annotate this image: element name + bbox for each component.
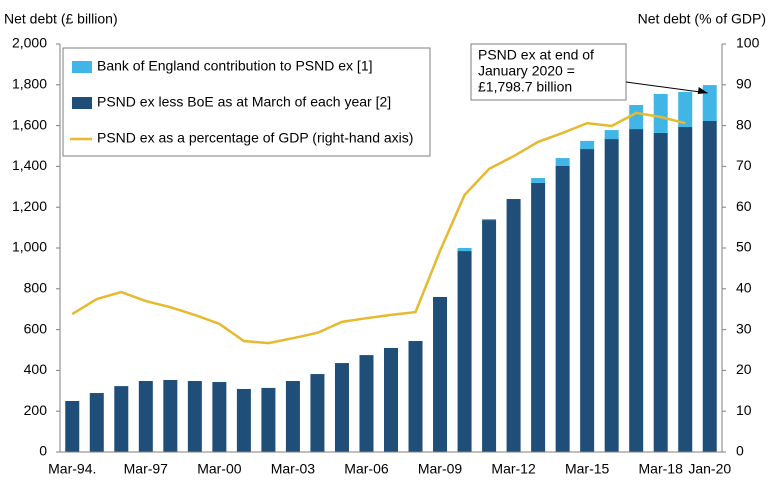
y-axis-title: Net debt (£ billion): [4, 11, 118, 27]
bar: [408, 341, 423, 452]
y2-tick-label: 30: [736, 320, 752, 336]
x-tick-label: Jan-20: [688, 461, 731, 477]
bar: [433, 296, 448, 452]
y2-tick-label: 0: [736, 443, 744, 459]
legend-box: [62, 47, 431, 157]
line: [71, 111, 686, 345]
y-tick-label: 400: [24, 361, 48, 377]
bar: [629, 129, 644, 452]
bar: [531, 182, 546, 452]
bar: [334, 363, 349, 452]
x-tick-label: Mar-12: [491, 461, 536, 477]
bar: [482, 219, 497, 221]
bar: [163, 379, 178, 452]
bar: [89, 393, 104, 452]
bar: [604, 130, 619, 140]
x-tick-label: Mar-06: [344, 461, 389, 477]
bar: [310, 374, 325, 452]
bar: [555, 165, 570, 452]
bar: [531, 178, 546, 183]
bar: [187, 381, 202, 452]
y2-tick-label: 10: [736, 402, 752, 418]
y-tick-label: 1,600: [12, 116, 47, 132]
bar: [114, 386, 129, 452]
bar: [580, 140, 595, 150]
legend-swatch: [72, 61, 92, 73]
bar: [702, 85, 717, 121]
legend-label: PSND ex as a percentage of GDP (right-ha…: [97, 130, 413, 146]
y-tick-label: 1,400: [12, 157, 47, 173]
y2-axis-title: Net debt (% of GDP): [638, 11, 766, 27]
bar: [236, 388, 251, 452]
x-tick-label: Mar-15: [565, 461, 610, 477]
y-tick-label: 2,000: [12, 35, 47, 51]
y-tick-label: 0: [39, 443, 47, 459]
annotation-box: [470, 43, 627, 101]
legend-label: Bank of England contribution to PSND ex …: [97, 58, 373, 74]
x-tick-label: Mar-00: [197, 461, 242, 477]
bar: [506, 199, 521, 452]
bar: [65, 401, 80, 452]
y2-tick-label: 90: [736, 76, 752, 92]
bar: [678, 91, 693, 128]
bar: [457, 251, 472, 452]
bar: [457, 248, 472, 252]
bar: [384, 347, 398, 452]
y-tick-label: 1,000: [12, 239, 47, 255]
y-tick-label: 200: [24, 402, 48, 418]
bar: [212, 382, 227, 452]
annotation-arrowhead: [697, 87, 708, 94]
bar: [555, 158, 570, 166]
y2-tick-label: 40: [736, 280, 752, 296]
bar: [138, 381, 153, 452]
x-tick-label: Mar-09: [418, 461, 463, 477]
y2-tick-label: 20: [736, 361, 752, 377]
bar: [629, 104, 644, 130]
y-tick-label: 800: [24, 280, 48, 296]
x-tick-label: Mar-03: [271, 461, 316, 477]
x-tick-label: Mar-94.: [48, 461, 96, 477]
bar: [653, 93, 668, 133]
y2-tick-label: 60: [736, 198, 752, 214]
y2-tick-label: 80: [736, 116, 752, 132]
bar: [580, 149, 595, 452]
x-tick-label: Mar-97: [124, 461, 169, 477]
y2-tick-label: 70: [736, 157, 752, 173]
annotation-arrow: [625, 81, 708, 94]
y2-tick-label: 50: [736, 239, 752, 255]
bar: [604, 139, 619, 452]
bar: [285, 381, 300, 452]
y-tick-label: 600: [24, 320, 48, 336]
bar: [702, 120, 717, 452]
annotation-text: PSND ex at end of: [478, 47, 594, 63]
legend-swatch: [72, 97, 92, 109]
bar: [653, 132, 668, 452]
y2-tick-label: 100: [736, 35, 760, 51]
bar: [482, 220, 497, 452]
x-tick-label: Mar-18: [639, 461, 684, 477]
y-tick-label: 1,200: [12, 198, 47, 214]
bar: [261, 387, 276, 452]
annotation-text: January 2020 =: [478, 63, 575, 79]
y-tick-label: 1,800: [12, 76, 47, 92]
annotation-text: £1,798.7 billion: [478, 79, 572, 95]
legend-label: PSND ex less BoE as at March of each yea…: [97, 94, 391, 110]
bar: [678, 127, 693, 452]
bar: [359, 355, 374, 452]
